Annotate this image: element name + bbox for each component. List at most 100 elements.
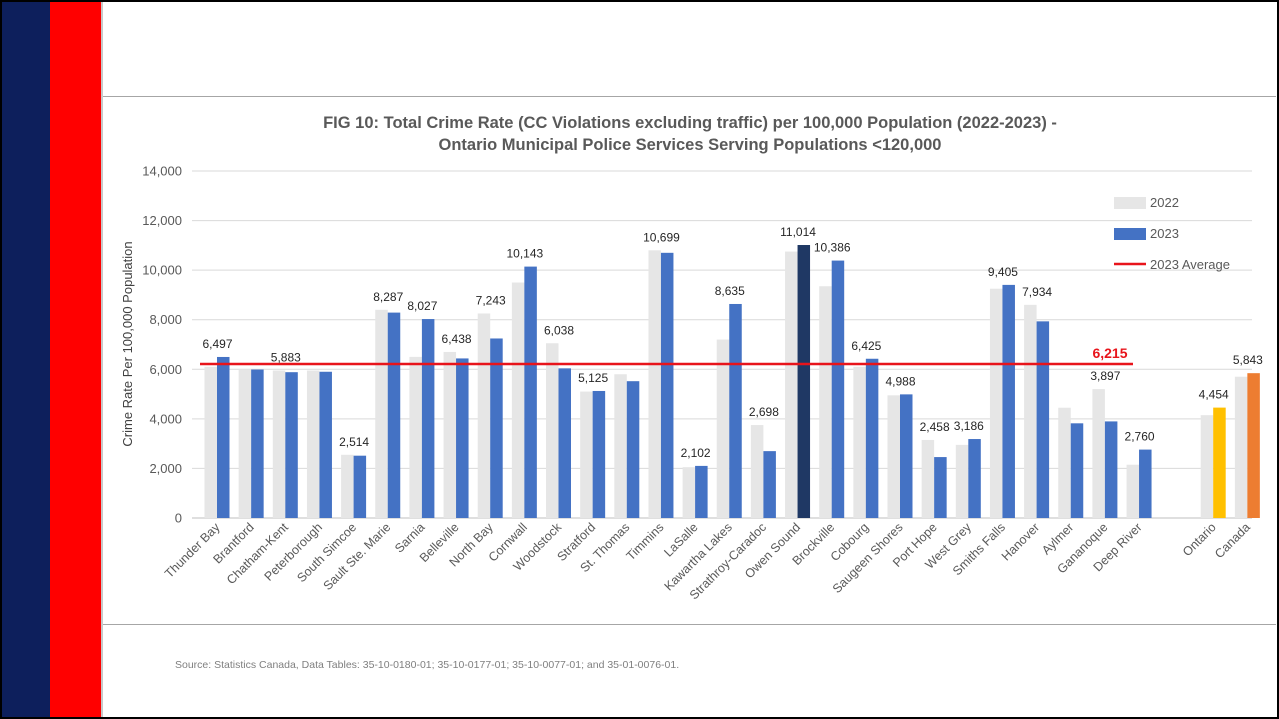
data-label: 10,143 bbox=[506, 247, 543, 261]
bar-2022 bbox=[682, 467, 696, 518]
bar-2022 bbox=[580, 391, 593, 518]
data-label: 6,038 bbox=[544, 323, 574, 337]
bar-2023 bbox=[865, 358, 879, 518]
data-label: 4,988 bbox=[885, 374, 915, 388]
category-labels: Thunder BayBrantfordChatham-KentPeterbor… bbox=[162, 520, 1253, 603]
average-value-label: 6,215 bbox=[1092, 345, 1127, 361]
data-label: 2,698 bbox=[749, 405, 779, 419]
category-label: Timmins bbox=[624, 520, 667, 563]
legend: 2022 2023 2023 Average bbox=[1114, 195, 1230, 272]
bar-2022 bbox=[614, 374, 627, 518]
data-label: 5,125 bbox=[578, 371, 608, 385]
bottom-rule bbox=[103, 624, 1276, 625]
data-label: 2,760 bbox=[1125, 430, 1155, 444]
legend-swatch-2023 bbox=[1114, 228, 1146, 240]
bar-2022 bbox=[921, 439, 935, 518]
data-label: 10,699 bbox=[643, 230, 680, 244]
bar-2022 bbox=[750, 425, 764, 518]
data-label: 8,635 bbox=[715, 284, 745, 298]
data-label: 3,186 bbox=[954, 419, 984, 433]
bar-2023 bbox=[387, 312, 401, 518]
bar-2022 bbox=[1126, 464, 1140, 518]
source-note: Source: Statistics Canada, Data Tables: … bbox=[175, 659, 680, 671]
bar-2023 bbox=[456, 358, 469, 518]
bar-2022 bbox=[409, 356, 422, 518]
y-tick-label: 4,000 bbox=[149, 411, 182, 426]
data-label: 5,883 bbox=[271, 351, 301, 365]
bar-2022 bbox=[375, 309, 388, 518]
bar-2023 bbox=[592, 390, 606, 518]
y-axis-ticks: 0 2,000 4,000 6,000 8,000 10,000 12,000 14,000 bbox=[142, 164, 182, 526]
bar-2023 bbox=[251, 369, 264, 518]
y-tick-label: 14,000 bbox=[142, 164, 182, 179]
bar-2022 bbox=[238, 369, 252, 518]
bar-2022 bbox=[1058, 407, 1071, 518]
data-label: 8,287 bbox=[373, 290, 403, 304]
data-label: 6,438 bbox=[442, 332, 472, 346]
bar-2022 bbox=[341, 454, 354, 518]
data-label: 4,454 bbox=[1199, 388, 1229, 402]
category-label: South Simcoe bbox=[294, 520, 359, 585]
y-tick-label: 10,000 bbox=[142, 263, 182, 278]
bar-2023 bbox=[217, 356, 230, 518]
bar-2023 bbox=[1213, 407, 1226, 518]
data-label: 6,497 bbox=[202, 337, 232, 351]
bar-2023 bbox=[763, 451, 776, 518]
bar-2023 bbox=[1070, 423, 1084, 518]
average-line-group: 6,215 bbox=[200, 345, 1133, 366]
y-tick-label: 8,000 bbox=[149, 312, 182, 327]
bar-2023 bbox=[660, 252, 674, 519]
bar-2023 bbox=[524, 266, 537, 518]
data-labels: 6,497 5,883 2,514 8,287 8,027 6,438 7,243 10,14… bbox=[202, 225, 1263, 460]
bar-2023 bbox=[934, 457, 947, 518]
data-label: 8,027 bbox=[407, 299, 437, 313]
red-side-stripe bbox=[50, 2, 101, 717]
y-tick-label: 0 bbox=[175, 511, 182, 526]
bar-2023 bbox=[558, 368, 571, 518]
legend-label-2022: 2022 bbox=[1150, 195, 1179, 210]
bar-2022 bbox=[443, 351, 457, 518]
bar-2022 bbox=[511, 282, 525, 518]
bar-2022 bbox=[785, 251, 798, 518]
bar-2023 bbox=[797, 245, 811, 519]
bar-2023 bbox=[1247, 373, 1260, 518]
bar-2023 bbox=[1139, 449, 1152, 518]
y-tick-label: 12,000 bbox=[142, 213, 182, 228]
bar-2023 bbox=[421, 319, 435, 518]
data-label: 10,386 bbox=[814, 241, 851, 255]
chart-title: FIG 10: Total Crime Rate (CC Violations … bbox=[323, 114, 1057, 132]
bar-2022 bbox=[204, 366, 217, 518]
data-label: 7,934 bbox=[1022, 285, 1052, 299]
bar-2023 bbox=[900, 394, 913, 518]
bar-2022 bbox=[546, 343, 559, 518]
data-label: 9,405 bbox=[988, 265, 1018, 279]
data-label: 2,102 bbox=[681, 446, 711, 460]
data-label: 6,425 bbox=[851, 339, 881, 353]
bar-2022 bbox=[306, 370, 320, 518]
bar-2022 bbox=[1200, 415, 1214, 518]
legend-label-average: 2023 Average bbox=[1150, 257, 1230, 272]
bar-2022 bbox=[648, 250, 661, 519]
category-label: Thunder Bay bbox=[162, 520, 223, 581]
y-tick-label: 2,000 bbox=[149, 461, 182, 476]
y-axis-label: Crime Rate Per 100,000 Population bbox=[120, 241, 135, 446]
bar-2023 bbox=[968, 439, 981, 518]
y-tick-label: 6,000 bbox=[149, 362, 182, 377]
bar-2022 bbox=[1092, 389, 1105, 518]
data-label: 2,514 bbox=[339, 435, 369, 449]
data-label: 3,897 bbox=[1090, 369, 1120, 383]
bar-2023 bbox=[490, 338, 503, 518]
bar-2023 bbox=[1104, 421, 1118, 518]
bar-2022 bbox=[1234, 376, 1248, 518]
legend-label-2023: 2023 bbox=[1150, 226, 1179, 241]
bar-2022 bbox=[853, 366, 866, 518]
stripe-divider bbox=[101, 2, 103, 717]
bar-2022 bbox=[272, 370, 286, 518]
legend-swatch-2022 bbox=[1114, 197, 1146, 209]
bar-2022 bbox=[477, 313, 491, 518]
bar-2023 bbox=[831, 260, 845, 518]
top-rule bbox=[103, 96, 1276, 97]
bar-2023 bbox=[729, 303, 742, 518]
